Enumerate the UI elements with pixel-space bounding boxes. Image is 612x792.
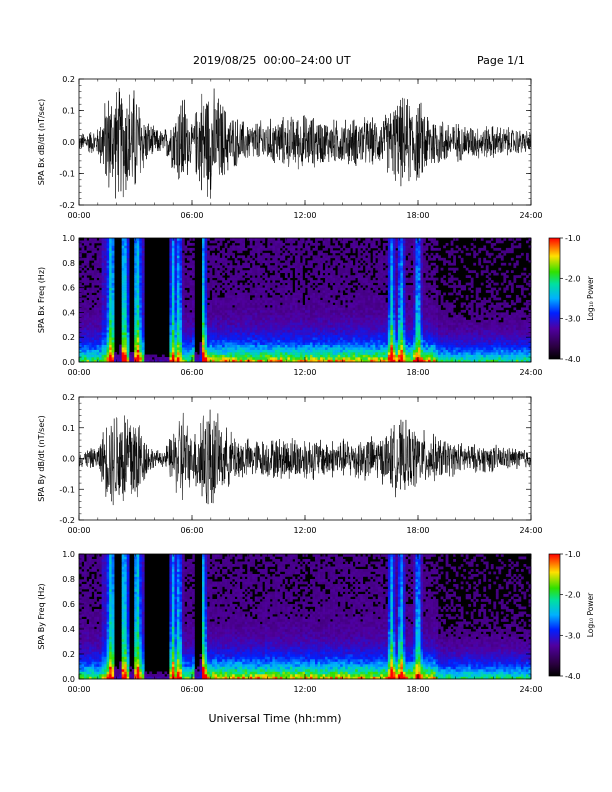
colorbar-2-tick-label: -1.0: [565, 234, 581, 243]
panel-1-x-tick-label: 12:00: [293, 211, 316, 220]
panel-3-x-tick-label: 06:00: [180, 526, 203, 535]
panel-1-y-tick-label: 0.2: [62, 75, 75, 84]
panel-4-x-tick-label: 24:00: [519, 685, 542, 694]
panel-2-y-tick-label: 0.4: [62, 308, 75, 317]
panel-2: -1.0 -2.0 -3.0 -4.0 Log₁₀ Power 0.0 0.2 0.4 0.6 0…: [37, 234, 595, 377]
page-header: 2019/08/25 00:00–24:00 UT Page 1/1: [0, 0, 612, 70]
panel-1-x-tick-label: 06:00: [180, 211, 203, 220]
panel-4-spectrogram: [79, 554, 532, 680]
panel-4-x-tick-label: 12:00: [293, 685, 316, 694]
colorbar-2-tick-label: -4.0: [565, 355, 581, 364]
panel-1: -0.2 -0.1 0.0 0.1 0.2 00:00 06:00 12:00 18:00 24:…: [37, 75, 543, 220]
colorbar-4-tick-label: -2.0: [565, 591, 581, 600]
x-axis-label: Universal Time (hh:mm): [209, 712, 342, 725]
panel-4-y-tick-label: 0.8: [62, 575, 75, 584]
panel-2-y-tick-label: 0.0: [62, 358, 75, 367]
panel-4: -1.0 -2.0 -3.0 -4.0 Log₁₀ Power 0.0 0.2 0.4 0.6 0…: [37, 550, 595, 694]
panel-2-x-tick-label: 12:00: [293, 368, 316, 377]
colorbar-4-tick-label: -4.0: [565, 672, 581, 681]
panel-1-x-tick-label: 18:00: [406, 211, 429, 220]
colorbar-4-tick-label: -1.0: [565, 550, 581, 559]
panel-3-x-tick-label: 24:00: [519, 526, 542, 535]
panel-4-x-tick-label: 00:00: [67, 685, 90, 694]
colorbar-2-label: Log₁₀ Power: [586, 275, 595, 320]
panel-2-x-tick-label: 00:00: [67, 368, 90, 377]
panel-4-y-label: SPA By Freq (Hz): [37, 583, 46, 649]
panel-4-y-tick-label: 1.0: [62, 550, 75, 559]
panel-4-y-tick-label: 0.2: [62, 650, 75, 659]
panel-1-y-tick-label: -0.2: [59, 201, 75, 210]
panel-3-y-tick-label: 0.2: [62, 393, 75, 402]
panel-2-x-tick-label: 18:00: [406, 368, 429, 377]
panel-3-y-tick-label: 0.0: [62, 455, 75, 464]
panel-4-y-tick-label: 0.6: [62, 600, 75, 609]
panel-3-y-label: SPA By dB/dt (nT/sec): [37, 415, 46, 502]
panel-1-x-tick-label: 00:00: [67, 211, 90, 220]
panel-4-x-tick-label: 06:00: [180, 685, 203, 694]
panel-4-x-tick-label: 18:00: [406, 685, 429, 694]
panel-3-trace: [79, 409, 531, 506]
panel-2-y-label: SPA Bx Freq (Hz): [37, 267, 46, 333]
panel-1-y-tick-label: -0.1: [59, 170, 75, 179]
page-indicator: Page 1/1: [477, 54, 525, 67]
panel-2-x-tick-label: 24:00: [519, 368, 542, 377]
panel-3: -0.2 -0.1 0.0 0.1 0.2 00:00 06:00 12:00 18:00 24:…: [37, 393, 543, 535]
panel-1-y-label: SPA Bx dB/dt (nT/sec): [37, 99, 46, 186]
colorbar-2: [548, 237, 561, 360]
plot-title: 2019/08/25 00:00–24:00 UT: [193, 54, 351, 67]
colorbar-2-tick-label: -3.0: [565, 315, 581, 324]
panel-2-y-tick-label: 1.0: [62, 234, 75, 243]
panel-1-y-tick-label: 0.1: [62, 107, 75, 116]
panel-3-x-tick-label: 18:00: [406, 526, 429, 535]
panel-4-y-tick-label: 0.0: [62, 675, 75, 684]
panel-3-x-tick-label: 00:00: [67, 526, 90, 535]
panel-2-y-tick-label: 0.2: [62, 333, 75, 342]
panel-1-trace: [79, 88, 531, 199]
panel-2-y-tick-label: 0.8: [62, 259, 75, 268]
colorbar-4-tick-label: -3.0: [565, 631, 581, 640]
panel-3-y-tick-label: 0.1: [62, 424, 75, 433]
panel-3-y-tick-label: -0.1: [59, 485, 75, 494]
colorbar-4: [548, 553, 561, 677]
panel-3-x-tick-label: 12:00: [293, 526, 316, 535]
colorbar-2-tick-label: -2.0: [565, 274, 581, 283]
panel-2-spectrogram: [79, 238, 532, 363]
panel-3-y-tick-label: -0.2: [59, 516, 75, 525]
panel-2-x-tick-label: 06:00: [180, 368, 203, 377]
panel-1-x-tick-label: 24:00: [519, 211, 542, 220]
colorbar-4-label: Log₁₀ Power: [586, 592, 595, 637]
panel-1-y-tick-label: 0.0: [62, 138, 75, 147]
panel-4-y-tick-label: 0.4: [62, 625, 75, 634]
panel-2-y-tick-label: 0.6: [62, 284, 75, 293]
